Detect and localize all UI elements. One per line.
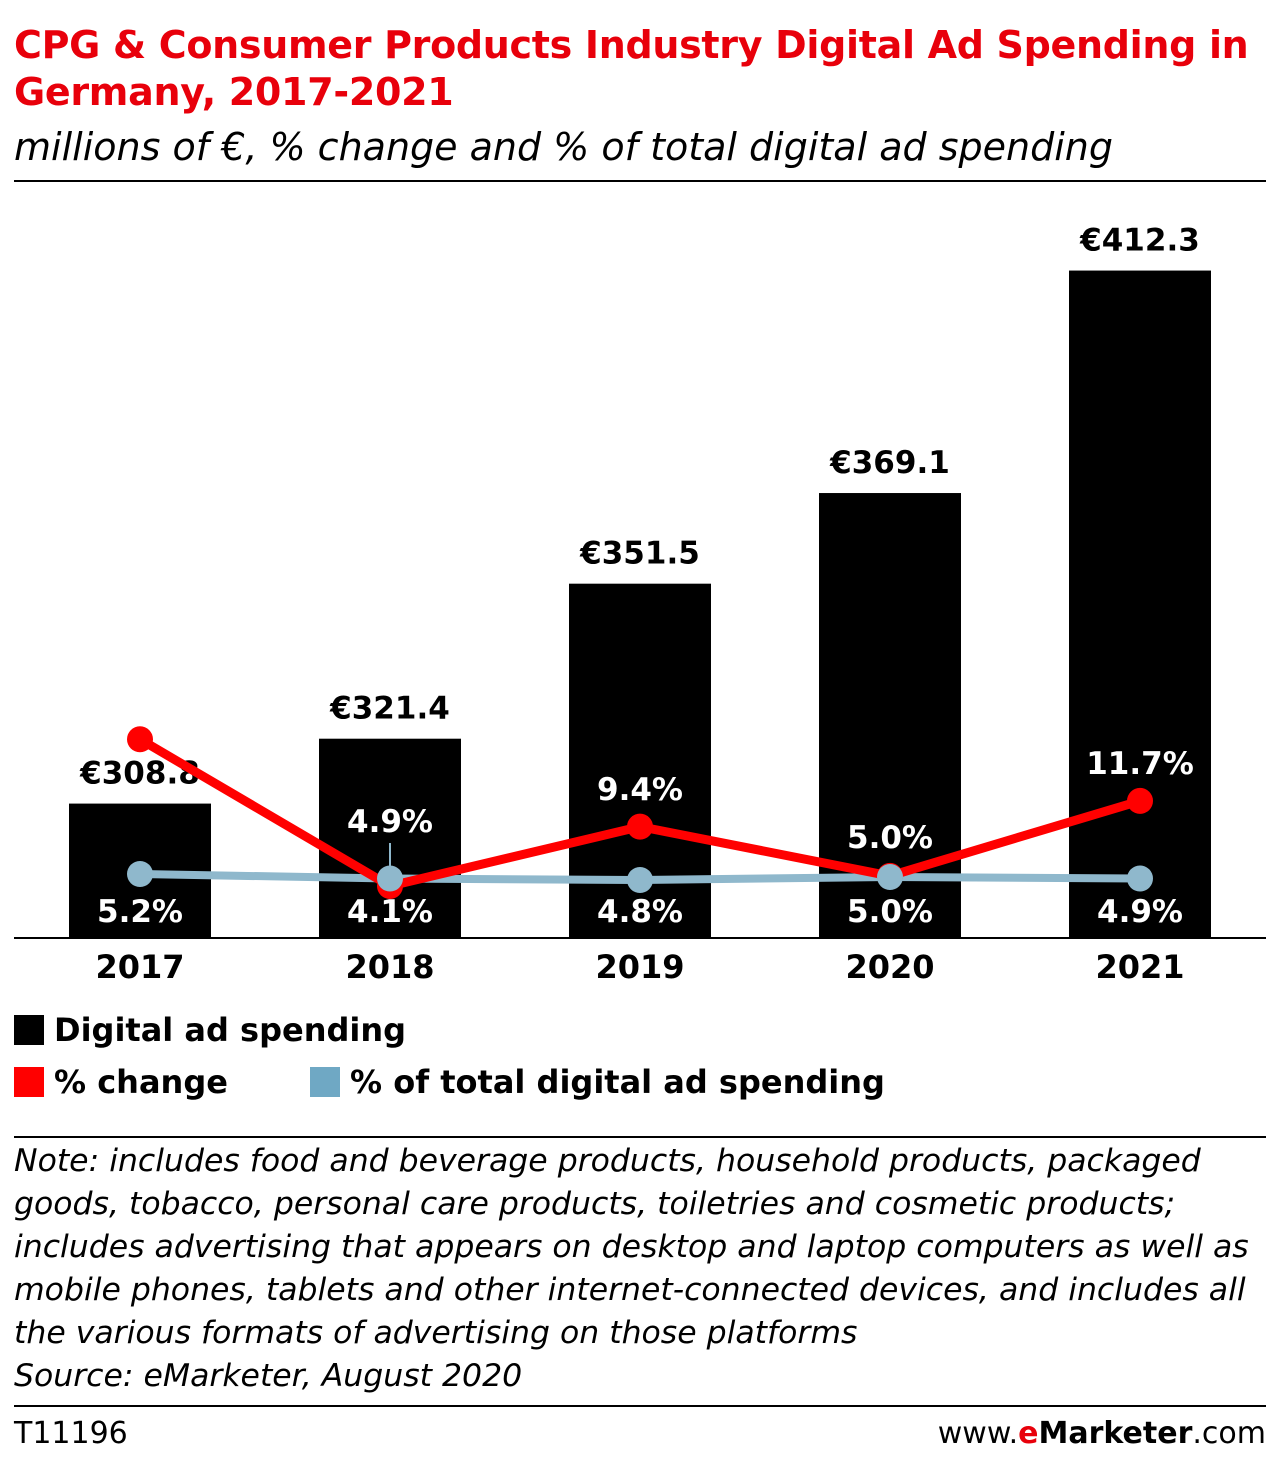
legend-item-percent-change: % change	[14, 1062, 228, 1102]
bar-value-label: €321.4	[329, 691, 450, 727]
x-tick-label: 2017	[95, 948, 184, 986]
legend-item-percent-of-total: % of total digital ad spending	[310, 1062, 885, 1102]
data-label-percent-change: 9.4%	[597, 772, 683, 808]
bar	[319, 738, 461, 938]
brand-logo[interactable]: www.eMarketer.com	[938, 1414, 1266, 1454]
brand-suffix: .com	[1192, 1416, 1266, 1451]
point-percent-change	[627, 813, 653, 840]
legend-label: % change	[54, 1063, 228, 1101]
x-tick-label: 2020	[845, 948, 934, 986]
point-percent-of-total	[1127, 865, 1153, 892]
data-label-percent-change: 11.7%	[1086, 746, 1194, 782]
point-percent-change	[1127, 787, 1153, 814]
data-label-percent-of-total: 4.9%	[347, 804, 433, 840]
brand-name: Marketer	[1038, 1416, 1193, 1451]
x-tick-label: 2018	[345, 948, 434, 986]
point-percent-of-total	[627, 867, 653, 893]
notes-rule	[14, 1136, 1266, 1138]
legend-item-digital-ad-spending: Digital ad spending	[14, 1010, 406, 1050]
point-percent-of-total	[377, 865, 403, 892]
data-label-percent-of-total: 4.9%	[1097, 894, 1183, 930]
legend-label: % of total digital ad spending	[350, 1063, 885, 1101]
legend-label: Digital ad spending	[54, 1011, 407, 1049]
data-label-percent-of-total: 5.0%	[847, 820, 933, 856]
data-label-percent-change: 17.2%	[86, 684, 194, 720]
bar	[1069, 270, 1211, 938]
point-percent-of-total	[877, 864, 903, 890]
bar-value-label: €369.1	[829, 445, 950, 481]
x-tick-label: 2019	[595, 948, 684, 986]
legend-swatch	[14, 1067, 44, 1097]
x-tick-label: 2021	[1095, 948, 1184, 986]
chart-id: T11196	[14, 1416, 128, 1451]
data-label-percent-change: 5.0%	[847, 894, 933, 930]
point-percent-change	[127, 726, 153, 753]
brand-prefix: www.	[937, 1416, 1019, 1451]
chart-title: CPG & Consumer Products Industry Digital…	[14, 23, 1249, 114]
chart-source: Source: eMarketer, August 2020	[14, 1358, 523, 1394]
data-label-percent-of-total: 5.2%	[97, 894, 183, 930]
point-percent-of-total	[127, 861, 153, 887]
data-label-percent-of-total: 4.8%	[597, 894, 683, 930]
brand-e: e	[1018, 1416, 1039, 1451]
chart-subtitle: millions of €, % change and % of total d…	[14, 125, 1113, 169]
chart-note: Note: includes food and beverage product…	[14, 1143, 1249, 1351]
legend-swatch	[14, 1015, 44, 1045]
data-label-percent-change: 4.1%	[347, 894, 433, 930]
footer-rule	[14, 1405, 1266, 1407]
header-rule	[14, 180, 1266, 182]
bar-value-label: €412.3	[1079, 223, 1200, 259]
bar-value-label: €351.5	[579, 536, 700, 572]
legend-swatch	[310, 1067, 340, 1097]
